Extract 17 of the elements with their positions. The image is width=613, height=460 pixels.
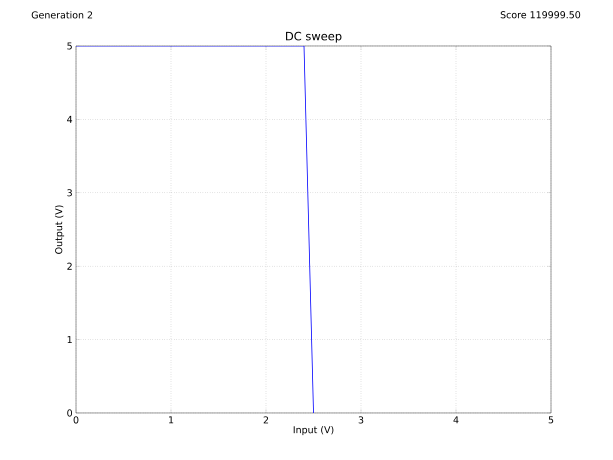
text: Generation 2 [32, 11, 92, 19]
x-tick-label: 5 [548, 416, 554, 424]
x-axis-title: Input (V) [294, 426, 334, 436]
text: Score 119999.50 [500, 11, 580, 18]
y-tick-label: 0 [67, 409, 72, 417]
x-tick-label: 2 [264, 416, 268, 424]
y-tick-label: 2 [67, 262, 72, 270]
y-tick-label: 3 [67, 189, 72, 196]
y-tick-label: 4 [67, 116, 72, 123]
x-tick-label: 1 [169, 416, 174, 424]
x-tick-label: 3 [358, 416, 364, 424]
y-axis-title: Output (V) [54, 205, 64, 254]
x-tick-label: 0 [74, 416, 78, 424]
y-tick-label: 5 [67, 42, 72, 50]
x-tick-label: 4 [453, 416, 458, 424]
chart-title: DC sweep [286, 32, 342, 43]
y-tick-label: 1 [68, 336, 72, 344]
